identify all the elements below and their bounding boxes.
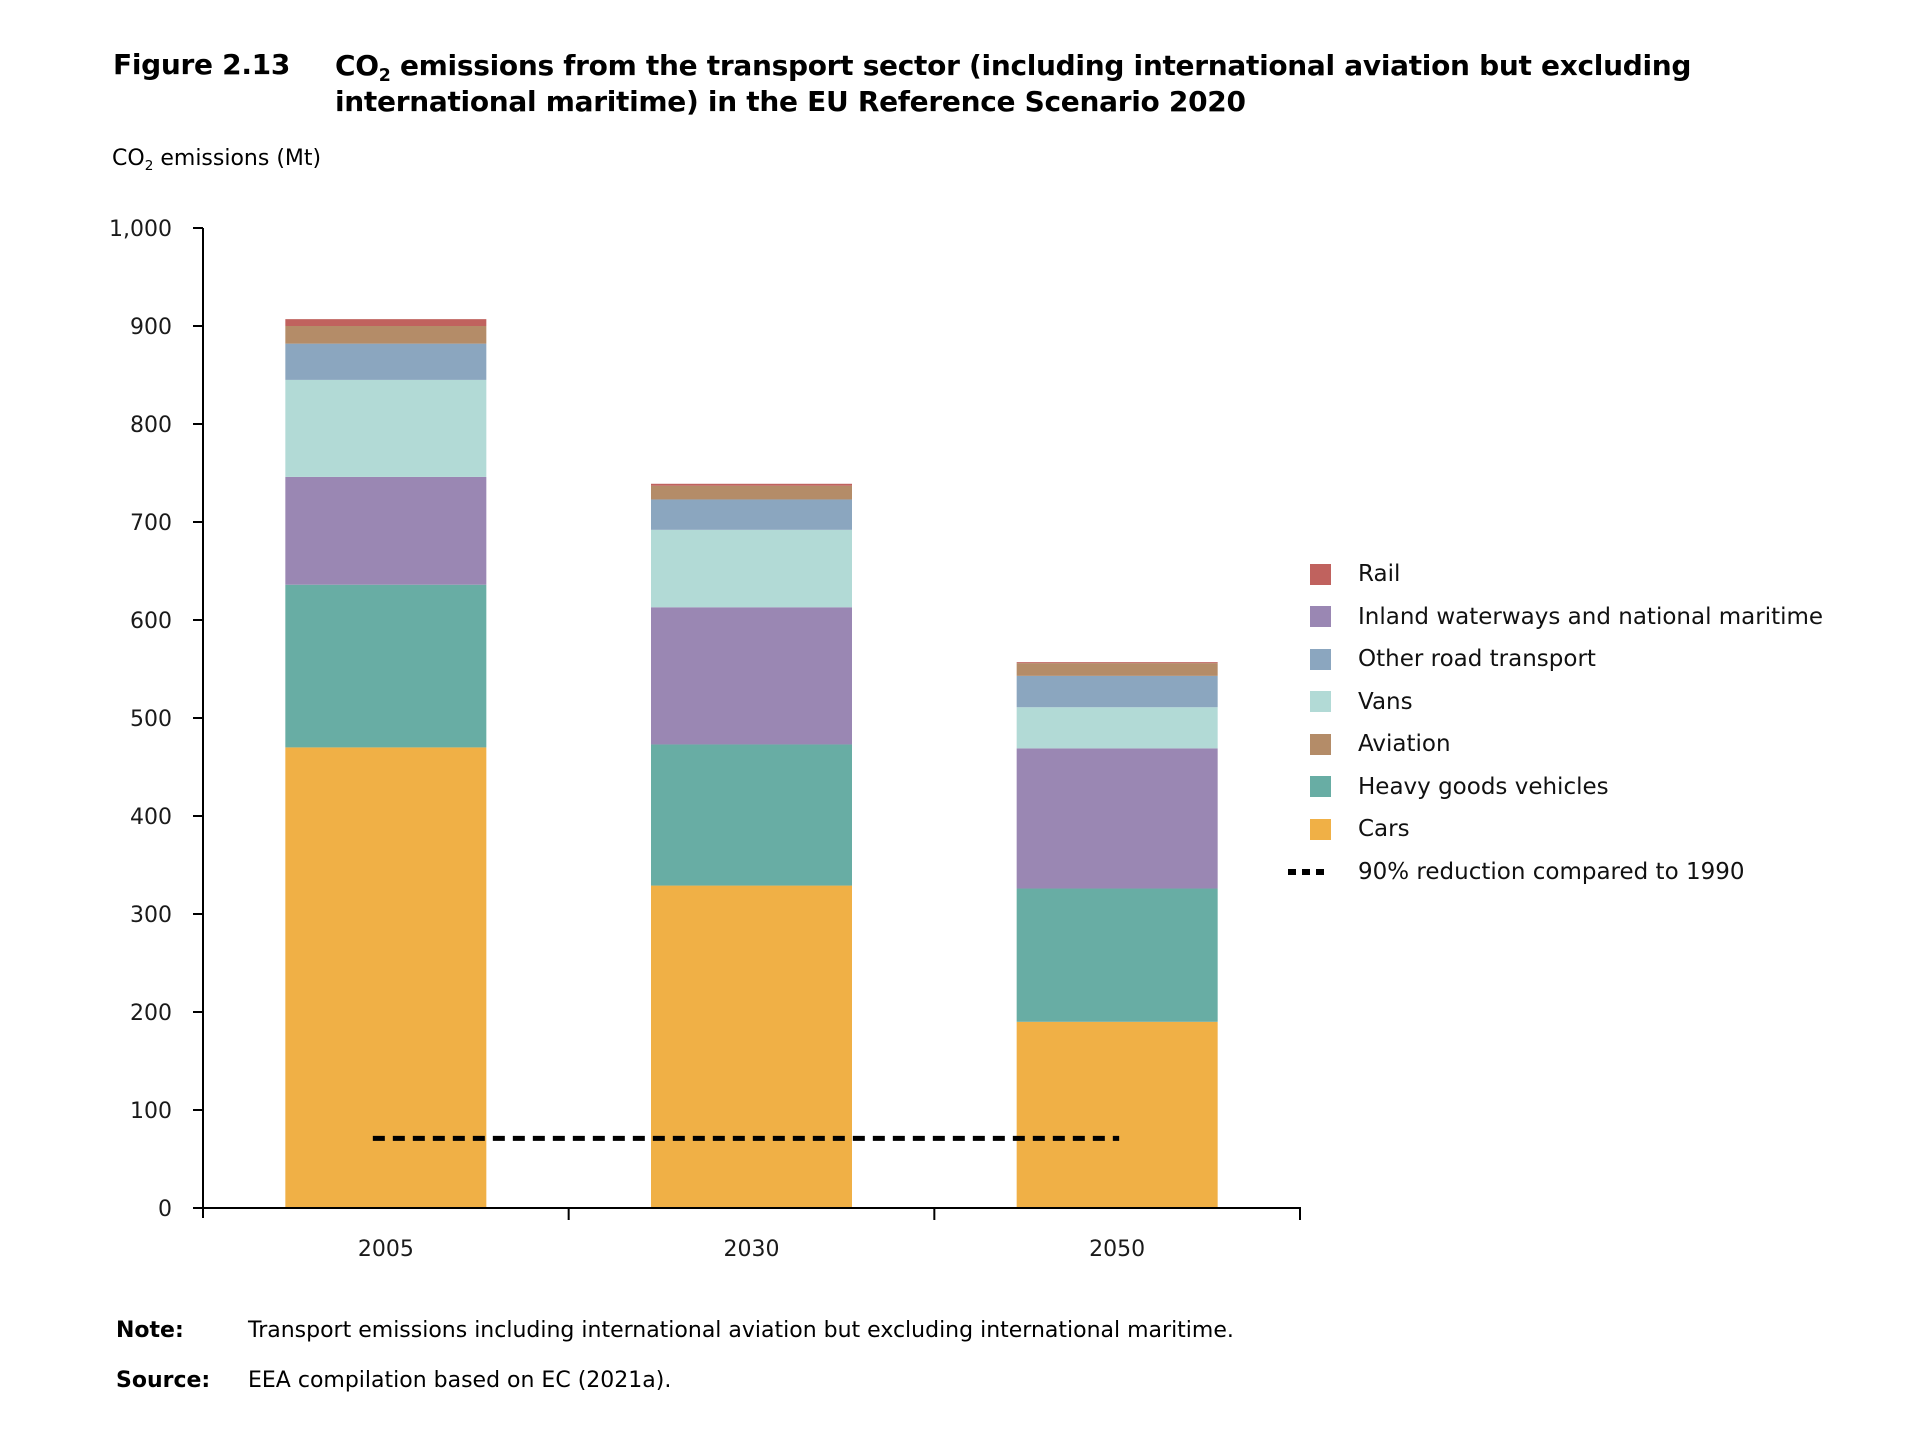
title-co: CO bbox=[335, 49, 379, 82]
bar-segment-aviation-2030 bbox=[651, 485, 852, 500]
bar-segment-rail-2050 bbox=[1016, 662, 1218, 664]
bar-segment-aviation-2050 bbox=[1016, 663, 1218, 676]
legend-swatch-icon bbox=[1310, 776, 1331, 797]
bar-segment-cars-2005 bbox=[285, 747, 487, 1208]
bar-segment-heavy-goods-vehicles-2030 bbox=[651, 744, 852, 886]
bar-segment-rail-2030 bbox=[651, 483, 852, 486]
bar-segment-rail-2005 bbox=[285, 319, 487, 326]
legend-item-other-road-transport: Other road transport bbox=[1310, 637, 1596, 681]
bar-segment-other-road-transport-2050 bbox=[1016, 675, 1218, 708]
bar-segment-cars-2050 bbox=[1016, 1021, 1218, 1208]
legend-swatch-icon bbox=[1310, 606, 1331, 627]
y-tick-label: 400 bbox=[130, 805, 172, 830]
bar-segment-inland-waterways-and-national-maritime-2050 bbox=[1016, 748, 1218, 889]
legend-swatch-icon bbox=[1310, 691, 1331, 712]
y-axis-title-co: CO bbox=[112, 146, 145, 171]
y-tick-label: 500 bbox=[130, 707, 172, 732]
legend-dash-icon bbox=[1288, 868, 1328, 875]
legend-label: Cars bbox=[1358, 816, 1410, 842]
y-tick-label: 600 bbox=[130, 609, 172, 634]
y-tick-label: 900 bbox=[130, 315, 172, 340]
y-tick-label: 800 bbox=[130, 413, 172, 438]
bar-segment-vans-2050 bbox=[1016, 707, 1218, 749]
axes-layer: 0 100 200 300 400 500 600 700 800 900 1,000 2005 203… bbox=[109, 217, 1301, 1262]
x-tick-label-2030: 2030 bbox=[724, 1237, 780, 1262]
bar-segment-vans-2030 bbox=[651, 529, 852, 608]
note-label: Note: bbox=[116, 1318, 184, 1343]
bar-segment-other-road-transport-2030 bbox=[651, 499, 852, 530]
y-axis-title-rest: emissions (Mt) bbox=[153, 146, 322, 171]
legend-label: Rail bbox=[1358, 561, 1401, 587]
legend-item-vans: Vans bbox=[1310, 680, 1413, 724]
legend-swatch-icon bbox=[1310, 818, 1331, 840]
bar-group-2030 bbox=[651, 483, 852, 1208]
y-tick-label: 1,000 bbox=[109, 217, 172, 242]
title-line1-rest: emissions from the transport sector (inc… bbox=[390, 49, 1692, 82]
y-tick-label: 300 bbox=[130, 903, 172, 928]
legend-item-rail: Rail bbox=[1310, 552, 1400, 596]
source-text: EEA compilation based on EC (2021a). bbox=[248, 1368, 672, 1393]
legend-label: 90% reduction compared to 1990 bbox=[1358, 858, 1745, 885]
legend-item-heavy-goods-vehicles: Heavy goods vehicles bbox=[1310, 765, 1609, 809]
bar-segment-heavy-goods-vehicles-2050 bbox=[1016, 888, 1218, 1022]
legend-swatch-icon bbox=[1310, 563, 1331, 585]
bar-group-2050 bbox=[1016, 662, 1218, 1208]
y-tick-label: 200 bbox=[130, 1001, 172, 1026]
x-tick-label-2050: 2050 bbox=[1089, 1237, 1145, 1262]
legend-item-90-reduction-compared-to-1990: 90% reduction compared to 1990 bbox=[1288, 850, 1745, 894]
source-label: Source: bbox=[116, 1368, 211, 1393]
title-subscript: 2 bbox=[378, 66, 391, 87]
legend-label: Other road transport bbox=[1358, 646, 1596, 672]
figure-number: Figure 2.13 bbox=[113, 48, 291, 81]
bar-segment-inland-waterways-and-national-maritime-2005 bbox=[285, 476, 487, 585]
legend-label: Aviation bbox=[1358, 731, 1451, 757]
note-text: Transport emissions including internatio… bbox=[248, 1318, 1234, 1343]
y-tick-label: 100 bbox=[130, 1099, 172, 1124]
bar-segment-aviation-2005 bbox=[285, 326, 487, 344]
legend-item-aviation: Aviation bbox=[1310, 722, 1451, 766]
x-tick-label-2005: 2005 bbox=[358, 1237, 414, 1262]
y-tick-label: 0 bbox=[158, 1197, 172, 1222]
legend-label: Heavy goods vehicles bbox=[1358, 773, 1609, 800]
bar-segment-heavy-goods-vehicles-2005 bbox=[285, 584, 487, 748]
title-line2: international maritime) in the EU Refere… bbox=[335, 85, 1246, 118]
bars-layer bbox=[285, 319, 1218, 1208]
y-axis-title-subscript: 2 bbox=[144, 157, 154, 174]
legend-item-cars: Cars bbox=[1310, 807, 1410, 851]
bar-segment-other-road-transport-2005 bbox=[285, 343, 487, 380]
legend-swatch-icon bbox=[1310, 648, 1331, 670]
legend-item-inland-waterways-and-national-maritime: Inland waterways and national maritime bbox=[1310, 595, 1823, 639]
legend-label: Inland waterways and national maritime bbox=[1358, 603, 1824, 630]
bar-segment-cars-2030 bbox=[651, 885, 852, 1208]
bar-group-2005 bbox=[285, 319, 487, 1208]
legend-swatch-icon bbox=[1310, 733, 1331, 755]
figure-title: CO2 emissions from the transport sector … bbox=[335, 48, 1715, 120]
y-tick-label: 700 bbox=[130, 511, 172, 536]
bar-segment-inland-waterways-and-national-maritime-2030 bbox=[651, 607, 852, 745]
legend-label: Vans bbox=[1358, 688, 1413, 715]
bar-segment-vans-2005 bbox=[285, 379, 487, 477]
y-axis-title: CO2 emissions (Mt) bbox=[112, 146, 322, 174]
